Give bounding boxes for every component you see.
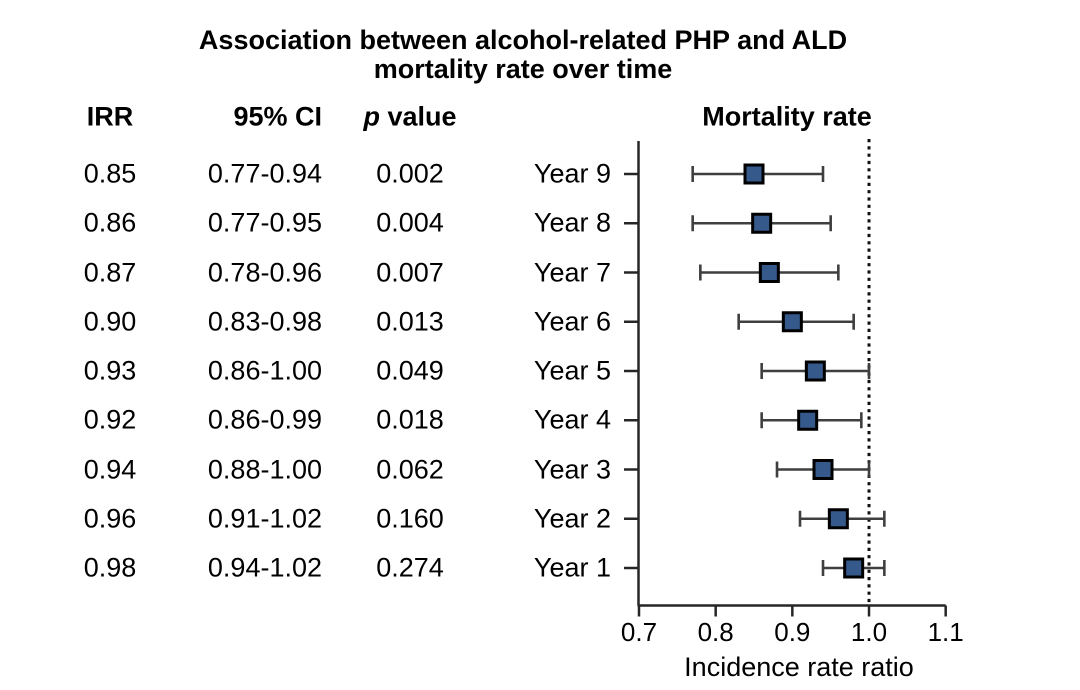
ci-value: 0.83-0.98: [207, 306, 322, 337]
irr-marker: [797, 409, 819, 431]
irr-marker: [781, 311, 803, 333]
year-label: Year 7: [533, 257, 611, 287]
ci-value: 0.88-1.00: [207, 454, 322, 484]
ci-value: 0.94-1.02: [207, 552, 322, 583]
column-header-irr: IRR: [86, 101, 134, 132]
irr-marker: [751, 212, 773, 234]
ci-value: 0.86-1.00: [207, 355, 322, 386]
irr-marker: [743, 163, 765, 185]
x-tick-label: 1.1: [928, 617, 964, 647]
irr-marker: [843, 557, 865, 579]
irr-value: 0.90: [83, 306, 137, 337]
x-axis-title: Incidence rate ratio: [684, 652, 914, 682]
year-label: Year 2: [533, 503, 611, 534]
ci-value: 0.77-0.95: [207, 207, 322, 238]
year-label: Year 9: [533, 158, 611, 189]
ci-value: 0.77-0.94: [207, 158, 322, 189]
p-symbol: p: [363, 101, 380, 132]
irr-value: 0.93: [83, 355, 137, 386]
irr-marker: [827, 508, 849, 530]
ci-value: 0.91-1.02: [207, 503, 322, 534]
x-tick-label: 1.0: [851, 617, 887, 647]
p-value: 0.160: [376, 503, 444, 534]
irr-value: 0.94: [83, 454, 137, 484]
irr-marker: [758, 262, 780, 283]
plot-header-mortality-rate: Mortality rate: [702, 101, 872, 132]
column-header-ci: 95% CI: [233, 101, 322, 132]
irr-marker: [804, 360, 826, 382]
year-label: Year 8: [533, 207, 611, 238]
figure-title: Association between alcohol-related PHP …: [199, 26, 847, 84]
year-label: Year 3: [533, 454, 611, 484]
irr-value: 0.92: [83, 404, 137, 435]
p-value: 0.004: [376, 207, 444, 238]
figure-title-line2: mortality rate over time: [373, 54, 673, 84]
irr-value: 0.85: [83, 158, 137, 189]
year-label: Year 5: [533, 355, 611, 386]
p-value: 0.274: [376, 552, 444, 583]
p-value: 0.007: [376, 257, 444, 287]
p-value: 0.002: [376, 158, 444, 189]
p-rest: value: [379, 101, 457, 132]
x-tick-label: 0.8: [698, 617, 734, 647]
year-label: Year 4: [533, 404, 611, 435]
irr-marker: [812, 459, 834, 480]
ci-value: 0.78-0.96: [207, 257, 322, 287]
p-value: 0.062: [376, 454, 444, 484]
irr-value: 0.96: [83, 503, 137, 534]
p-value: 0.049: [376, 355, 444, 386]
year-label: Year 6: [533, 306, 611, 337]
figure-title-line1: Association between alcohol-related PHP …: [198, 25, 848, 55]
irr-value: 0.98: [83, 552, 137, 583]
p-value: 0.018: [376, 404, 444, 435]
p-value: 0.013: [376, 306, 444, 337]
irr-value: 0.86: [83, 207, 137, 238]
x-tick-label: 0.7: [621, 617, 657, 647]
year-label: Year 1: [533, 552, 611, 583]
column-header-pvalue: p value: [363, 102, 456, 133]
ci-value: 0.86-0.99: [207, 404, 322, 435]
x-tick-label: 0.9: [774, 617, 810, 647]
irr-value: 0.87: [83, 257, 137, 287]
